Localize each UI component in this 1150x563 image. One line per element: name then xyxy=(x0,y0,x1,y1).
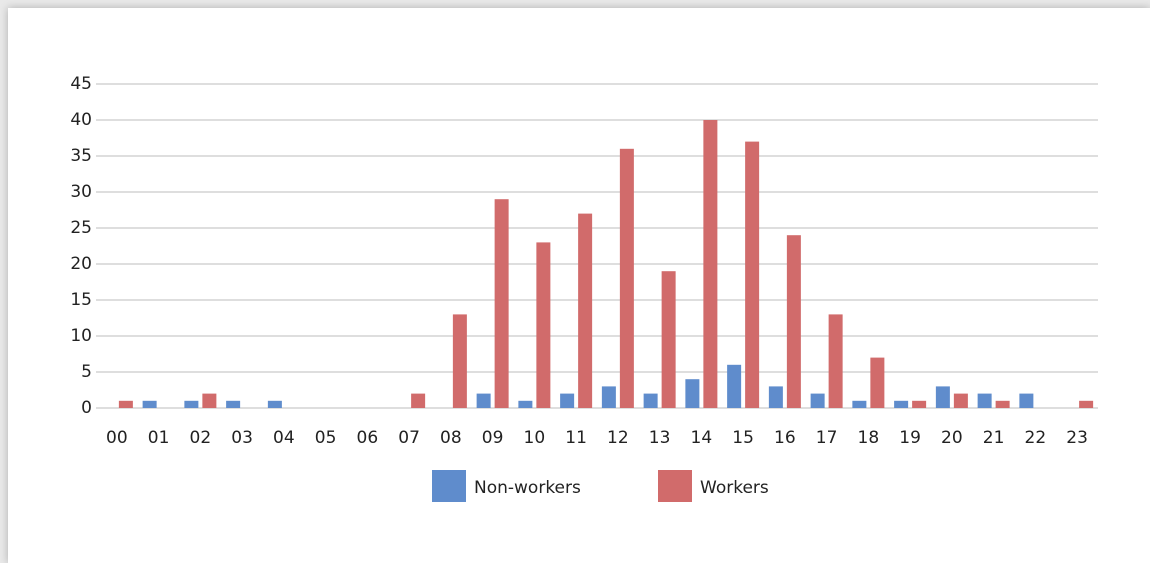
x-tick-label: 10 xyxy=(524,428,546,448)
legend-label: Workers xyxy=(700,478,769,498)
x-tick-label: 06 xyxy=(357,428,379,448)
bar xyxy=(745,141,760,408)
x-tick-label: 18 xyxy=(858,428,880,448)
x-tick-label: 23 xyxy=(1066,428,1088,448)
bar xyxy=(953,393,968,408)
bar xyxy=(518,400,533,408)
bar xyxy=(977,393,992,408)
y-tick-label: 30 xyxy=(70,182,92,202)
bar xyxy=(494,199,509,408)
bar xyxy=(411,393,426,408)
y-tick-label: 40 xyxy=(70,110,92,130)
x-tick-label: 15 xyxy=(732,428,754,448)
x-tick-label: 00 xyxy=(106,428,128,448)
y-tick-label: 5 xyxy=(81,362,92,382)
bar xyxy=(703,120,718,408)
bar xyxy=(267,400,282,408)
bar xyxy=(202,393,217,408)
y-tick-label: 25 xyxy=(70,218,92,238)
x-tick-label: 17 xyxy=(816,428,838,448)
bar xyxy=(727,364,742,408)
bar xyxy=(912,400,927,408)
x-tick-label: 03 xyxy=(231,428,253,448)
bar xyxy=(226,400,241,408)
x-tick-label: 07 xyxy=(398,428,420,448)
x-tick-label: 21 xyxy=(983,428,1005,448)
legend-label: Non-workers xyxy=(474,478,581,498)
bar xyxy=(578,213,593,408)
bar xyxy=(601,386,616,408)
legend-swatch xyxy=(432,470,466,502)
y-tick-label: 10 xyxy=(70,326,92,346)
x-tick-label: 02 xyxy=(190,428,212,448)
x-tick-label: 12 xyxy=(607,428,629,448)
bar xyxy=(476,393,491,408)
bar xyxy=(184,400,199,408)
bar xyxy=(1079,400,1094,408)
x-tick-label: 22 xyxy=(1025,428,1047,448)
bar xyxy=(852,400,867,408)
x-tick-label: 13 xyxy=(649,428,671,448)
bar xyxy=(452,314,467,408)
bar xyxy=(1019,393,1034,408)
y-tick-label: 0 xyxy=(81,398,92,418)
bar xyxy=(995,400,1010,408)
bar xyxy=(810,393,825,408)
bar xyxy=(118,400,133,408)
y-tick-label: 35 xyxy=(70,146,92,166)
bar xyxy=(560,393,575,408)
y-tick-label: 20 xyxy=(70,254,92,274)
bar xyxy=(661,271,676,408)
bar xyxy=(685,379,700,408)
bar xyxy=(935,386,950,408)
bar xyxy=(870,357,885,408)
x-tick-label: 05 xyxy=(315,428,337,448)
bar xyxy=(786,235,801,408)
x-tick-label: 20 xyxy=(941,428,963,448)
x-tick-label: 08 xyxy=(440,428,462,448)
y-tick-label: 15 xyxy=(70,290,92,310)
x-tick-label: 11 xyxy=(565,428,587,448)
bar xyxy=(142,400,157,408)
x-tick-label: 14 xyxy=(691,428,713,448)
x-tick-label: 04 xyxy=(273,428,295,448)
x-tick-label: 01 xyxy=(148,428,170,448)
x-tick-label: 16 xyxy=(774,428,796,448)
bar xyxy=(894,400,909,408)
bar xyxy=(619,148,634,409)
x-tick-label: 09 xyxy=(482,428,504,448)
y-tick-label: 45 xyxy=(70,74,92,94)
legend-swatch xyxy=(658,470,692,502)
bar xyxy=(536,242,551,408)
bar xyxy=(768,386,783,408)
x-tick-label: 19 xyxy=(899,428,921,448)
bar xyxy=(828,314,843,408)
bar xyxy=(643,393,658,408)
